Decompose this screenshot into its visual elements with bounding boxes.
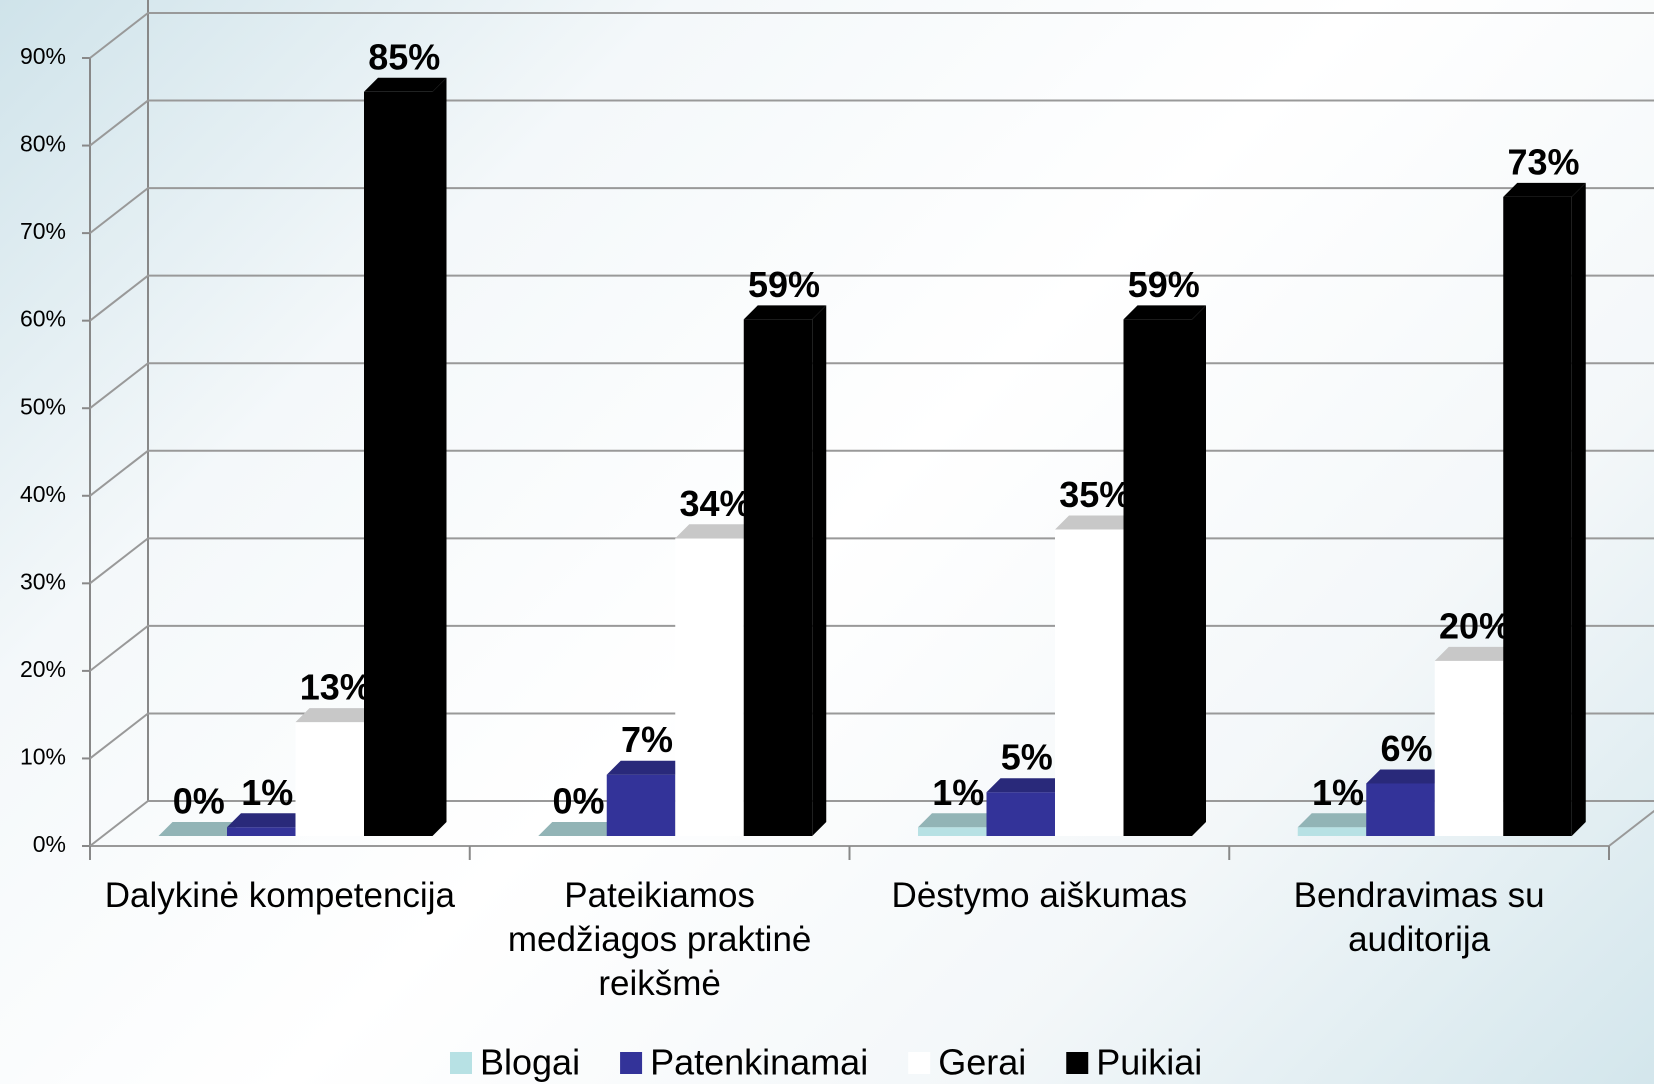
y-tick-label: 0% [33,831,66,857]
bar-front [1503,196,1572,836]
data-label: 6% [1380,728,1432,769]
legend-swatch [450,1052,472,1074]
bar-front [227,827,296,836]
legend-label: Puikiai [1096,1042,1202,1083]
bar-top [986,778,1069,793]
legend-swatch [908,1052,931,1074]
data-label: 35% [1059,474,1131,515]
bar-front [986,792,1055,836]
x-tick-label: Dalykinė kompetencija [104,876,455,915]
y-tick-label: 90% [20,43,66,69]
bar-front [1366,783,1435,836]
grid-line [89,624,1654,672]
y-tick-label: 40% [20,481,66,507]
bar-front [918,827,987,836]
bar-top [364,77,447,92]
bar-top [1055,515,1138,530]
data-label: 73% [1507,141,1579,182]
legend-swatch [1066,1052,1089,1074]
bar-top [1503,182,1586,197]
bar-top [1297,813,1381,828]
bar-top [227,813,310,828]
bar-top [1366,769,1449,784]
bar-top [538,822,621,836]
grid-line [89,362,1654,410]
bar-side [1192,305,1206,836]
grid-line [89,99,1654,147]
y-tick-label: 30% [20,568,66,594]
bar-top [743,305,827,320]
legend-label: Patenkinamai [650,1042,868,1083]
bar-front [295,722,364,836]
y-tick-label: 50% [20,393,66,419]
x-tick-label: Pateikiamos medžiagos praktinė reikšmė [507,876,812,1003]
bar-front [743,319,813,836]
bar-front [1055,529,1124,836]
bar [1123,305,1206,836]
bar-front [1434,660,1504,836]
data-label: 5% [1001,737,1053,778]
bar [158,822,241,836]
data-label: 1% [1312,772,1364,813]
x-tick-label: Dėstymo aiškumas [891,876,1188,915]
bar-side [812,305,827,836]
y-tick-label: 80% [20,131,66,157]
bar-top [675,524,758,539]
floor-right [1608,809,1654,847]
bar-top [918,813,1001,828]
bar-front [606,774,676,836]
data-label: 0% [552,781,604,822]
bar [743,305,827,836]
bar-top [295,708,378,723]
legend-label: Blogai [480,1042,580,1083]
data-label: 59% [748,264,820,305]
bar-front [1123,319,1192,836]
grid-line [89,187,1654,234]
grid-line [89,12,1654,59]
bar-side [1571,182,1586,836]
data-label: 7% [621,719,673,760]
bar-front [364,91,433,837]
data-label: 0% [173,781,225,822]
grid-line [89,449,1654,497]
bar-top [158,822,241,836]
y-tick-label: 60% [20,306,66,332]
y-tick-label: 10% [20,744,66,770]
data-label: 13% [300,667,372,708]
bar-side [432,77,447,837]
x-tick-label: Bendravimas su auditorija [1293,876,1545,959]
bar-top [1434,646,1518,661]
y-tick-label: 20% [20,656,66,682]
data-label: 85% [368,36,440,77]
legend-swatch [620,1052,643,1074]
bar-top [606,760,690,775]
data-label: 1% [241,772,293,813]
bar-front [1297,827,1367,836]
bar [538,822,621,836]
data-label: 34% [679,483,751,524]
bar-top [1123,305,1206,320]
bar [364,77,447,837]
legend-label: Gerai [938,1042,1026,1083]
bar [1503,182,1586,836]
data-label: 59% [1128,264,1200,305]
data-label: 1% [932,772,984,813]
y-tick-label: 70% [20,218,66,244]
grid-line [89,537,1654,585]
grid-line [89,274,1654,322]
bar-front [675,538,744,836]
data-label: 20% [1439,605,1511,646]
